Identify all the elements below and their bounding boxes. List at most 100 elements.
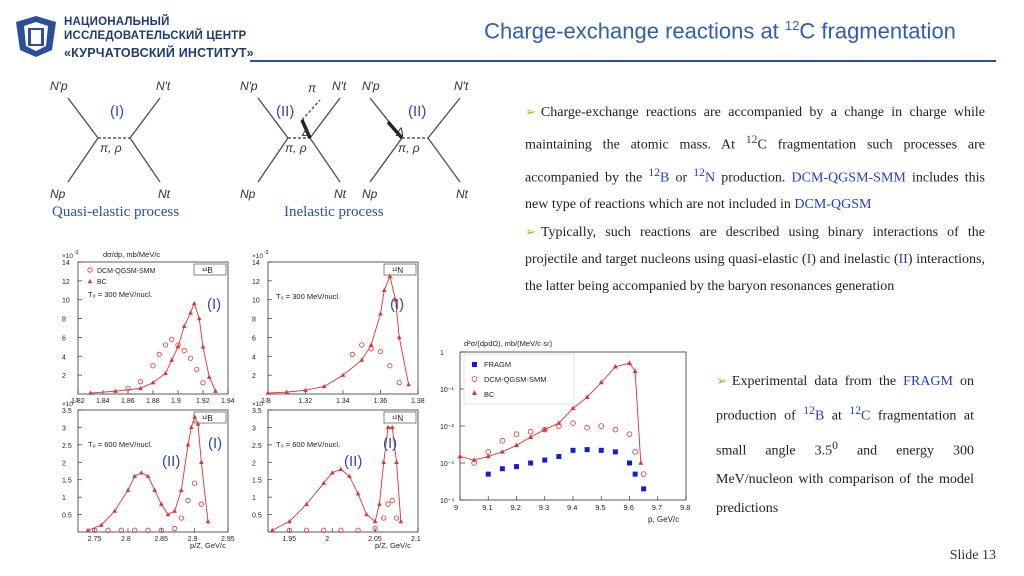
x-tick-label-0: 1.86 (121, 398, 135, 405)
bc-point (213, 388, 218, 393)
fragm-point (641, 486, 647, 492)
big-x-tick-label: 9 (454, 503, 458, 512)
big-smm-point (570, 420, 576, 426)
bc-point (188, 310, 193, 315)
fragm-point (514, 464, 519, 470)
smm-point (137, 379, 144, 385)
bc-point (192, 414, 197, 419)
big-bc-point (542, 426, 548, 432)
bc-point (394, 459, 399, 464)
smm-point (132, 527, 138, 533)
bc-point (175, 344, 181, 349)
org-name-line1: НАЦИОНАЛЬНЫЙ (64, 16, 170, 28)
smm-point (158, 527, 164, 533)
bc-point (385, 424, 391, 430)
big-bc-point (638, 460, 644, 465)
y-tick-label-1: 4 (252, 354, 256, 361)
legend-fragm-marker (472, 362, 477, 367)
reaction-diagrams: N′p N′t Np Nt π, ρ N′p N′t Np Nt π, ρ π … (50, 79, 469, 201)
big-x-tick-label: 9.7 (652, 503, 662, 512)
x-tick-label-2: 2.75 (88, 536, 102, 543)
org-name-line2: ИССЛЕДОВАТЕЛЬСКИЙ ЦЕНТР (64, 30, 247, 42)
bullet-1: ➢ Charge-exchange reactions are accompani… (525, 104, 986, 213)
smm-point (200, 380, 206, 386)
nt-label-2: Nt (334, 187, 347, 201)
exponent-power-1: -3 (264, 250, 269, 256)
bullet-2: ➢ Typically, such reactions are described… (525, 224, 986, 295)
exchange-label-3: π, ρ (398, 141, 420, 155)
bc-line-2 (87, 415, 209, 531)
smm-point (125, 385, 131, 391)
fragm-point (584, 447, 590, 453)
y-tick-label-1: 2 (252, 373, 256, 380)
legend-fragm-label: FRAGM (484, 360, 511, 369)
nt-prime-label-3: N′t (454, 79, 469, 93)
smm-point (349, 351, 355, 357)
bc-point (269, 527, 275, 532)
delta-label-1: Δ (301, 125, 310, 139)
smm-point (381, 515, 387, 521)
fragm-point (612, 449, 618, 455)
bc-point (88, 390, 93, 395)
bc-point (199, 459, 204, 464)
nucleus-box-0 (193, 263, 227, 276)
y-tick-label-0: 14 (62, 260, 70, 267)
smm-point (286, 527, 293, 533)
big-smm-point (632, 449, 638, 455)
big-bc-point (514, 442, 519, 448)
big-smm-point (499, 437, 506, 444)
kurchatov-logo (16, 16, 56, 57)
bc-point (206, 374, 212, 379)
y-tick-label-2: 2.5 (62, 443, 72, 450)
bullet-arrow-icon: ➢ (716, 373, 727, 388)
big-y-tick-label: 10⁻² (440, 424, 454, 431)
y-tick-label-2: 2 (62, 460, 66, 467)
bc-point (359, 357, 365, 362)
plot-frame-3 (267, 409, 419, 533)
np-label-1: Np (50, 187, 66, 201)
x-tick-label-0: 1.92 (196, 398, 210, 405)
np-prime-label-3: N′p (362, 79, 380, 93)
legend-big-smm-label: DCM-QGSM-SMM (484, 375, 547, 384)
smm-point (150, 363, 156, 369)
exchange-label-1: π, ρ (100, 141, 122, 155)
slide-number: Slide 13 (949, 548, 996, 563)
smm-point (187, 355, 194, 361)
legend-bc-marker (87, 279, 93, 284)
quasi-elastic-caption: Quasi-elastic process (52, 204, 180, 220)
nucleus-box-1 (383, 263, 417, 276)
y-tick-label-0: 12 (62, 279, 70, 286)
big-x-tick-label: 9.4 (567, 503, 577, 512)
legend-big-bc-label: BC (484, 390, 495, 399)
bc-point (364, 512, 369, 517)
smm-point (321, 527, 327, 533)
smm-point (198, 501, 204, 507)
smm-point (359, 342, 365, 348)
big-smm-point (612, 426, 619, 433)
big-bc-point (632, 368, 638, 374)
big-bc-point (627, 360, 632, 365)
smm-point (105, 527, 111, 533)
bc-point (138, 385, 143, 391)
x-tick-label-3: 2.1 (411, 536, 421, 543)
smm-point (372, 525, 378, 532)
y-tick-label-1: 6 (252, 335, 256, 342)
bc-point (169, 357, 175, 362)
exponent-power-0: -3 (74, 250, 79, 256)
bc-point (396, 334, 402, 340)
energy-label-1: T₀ = 300 MeV/nucl. (88, 290, 152, 299)
smm-point (118, 527, 124, 533)
x-tick-label-0: 1.82 (71, 398, 85, 405)
bc-point (145, 473, 151, 478)
smm-point (178, 515, 184, 521)
big-legend-box (463, 353, 575, 405)
big-bc-point (471, 457, 477, 462)
smm-point (389, 498, 395, 504)
y-tick-label-1: 12 (252, 279, 260, 286)
bc-point (284, 389, 290, 394)
smm-point (387, 363, 393, 369)
bc-point (181, 323, 187, 328)
big-smm-point (598, 423, 605, 429)
y-tick-label-3: 1.5 (252, 478, 262, 485)
y-tick-label-0: 6 (62, 335, 66, 342)
